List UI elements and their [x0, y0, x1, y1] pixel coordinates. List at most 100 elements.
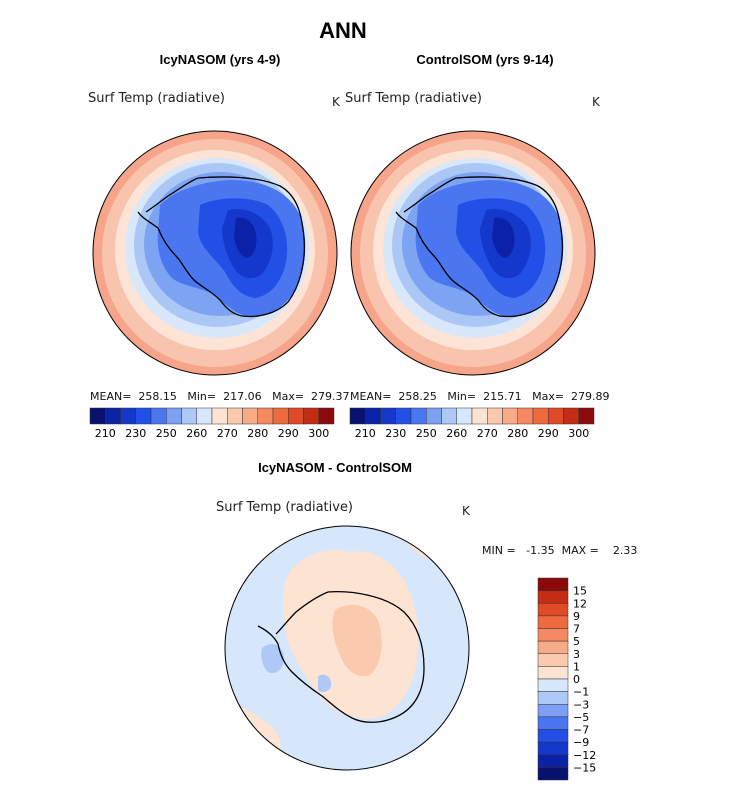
colorbar-tick-label: 3: [573, 648, 580, 661]
colorbar-tick-label: 270: [217, 427, 238, 440]
colorbar-swatch: [537, 666, 569, 680]
colorbar-tick-label: 300: [568, 427, 589, 440]
coastline: [137, 176, 306, 318]
colorbar-swatch: [537, 653, 569, 667]
colorbar-swatch: [537, 767, 569, 781]
colorbar-swatch: [150, 407, 167, 425]
coastline: [395, 176, 564, 318]
colorbar-swatch: [487, 407, 503, 425]
colorbar-tick-label: 5: [573, 635, 580, 648]
colorbar-swatch: [288, 407, 304, 425]
continent-coldest: [234, 217, 257, 258]
panel2-stats: MEAN= 258.25 Min= 215.71 Max= 279.89: [350, 390, 610, 403]
colorbar-swatch: [502, 407, 518, 425]
colorbar-swatch: [135, 407, 152, 425]
colorbar-swatch: [242, 407, 258, 425]
colorbar-swatch: [517, 407, 534, 425]
colorbar-tick-label: 210: [95, 427, 116, 440]
colorbar-swatch: [410, 407, 427, 425]
colorbar-swatch: [257, 407, 274, 425]
colorbar-tick-label: 12: [573, 597, 587, 610]
panel1-stats: MEAN= 258.15 Min= 217.06 Max= 279.37: [90, 390, 350, 403]
colorbar-swatch: [537, 640, 569, 654]
colorbar-tick-label: −12: [573, 749, 596, 762]
colorbar-swatch: [318, 407, 335, 425]
colorbar-tick-label: 250: [156, 427, 177, 440]
panel1-colorbar: 210 230 250 260 270 280 290 300: [89, 407, 335, 440]
cool-patch: [261, 644, 285, 674]
colorbar-swatch: [303, 407, 319, 425]
colorbar-swatch: [395, 407, 412, 425]
colorbar-swatch: [349, 407, 366, 425]
colorbar-tick-label: 0: [573, 673, 580, 686]
colorbar-swatch: [548, 407, 564, 425]
colorbar-tick-label: 7: [573, 623, 580, 636]
colorbar-tick-label: −3: [573, 698, 589, 711]
colorbar-swatch: [537, 704, 569, 718]
colorbar-tick-label: 260: [186, 427, 207, 440]
colorbar-swatch: [537, 590, 569, 604]
colorbar-tick-label: 9: [573, 610, 580, 623]
colorbar-tick-label: 250: [416, 427, 437, 440]
colorbar-swatch: [166, 407, 182, 425]
cool-patch: [318, 674, 332, 693]
panel1-map: [92, 130, 338, 376]
panel1-subtitle: IcyNASOM (yrs 4-9): [159, 52, 281, 67]
colorbar-tick-label: 280: [507, 427, 528, 440]
colorbar-swatch: [181, 407, 197, 425]
colorbar-swatch: [426, 407, 442, 425]
colorbar-swatch: [89, 407, 106, 425]
colorbar-tick-label: 280: [247, 427, 268, 440]
colorbar-tick-label: −1: [573, 686, 589, 699]
colorbar-swatch: [380, 407, 396, 425]
panel3-variable-label: Surf Temp (radiative): [216, 500, 354, 515]
colorbar-tick-label: 230: [125, 427, 146, 440]
colorbar-swatch: [578, 407, 595, 425]
colorbar-tick-label: −7: [573, 724, 589, 737]
colorbar-swatch: [272, 407, 289, 425]
warm-core: [332, 604, 382, 677]
colorbar-tick-label: 260: [446, 427, 467, 440]
colorbar-swatch: [537, 577, 569, 591]
panel1-units: K: [332, 95, 340, 109]
colorbar-swatch: [120, 407, 136, 425]
colorbar-swatch: [471, 407, 488, 425]
panel2-variable-label: Surf Temp (radiative): [345, 91, 483, 106]
map-boundary: [92, 130, 338, 376]
colorbar-tick-label: 290: [538, 427, 559, 440]
panel2-map: [350, 130, 596, 376]
panel3-map: [224, 525, 470, 771]
colorbar-swatch: [537, 729, 569, 743]
coastline: [257, 590, 425, 723]
panel2-subtitle: ControlSOM (yrs 9-14): [416, 52, 554, 67]
figure-title: ANN: [319, 18, 367, 43]
colorbar-swatch: [537, 754, 569, 768]
panel3-stats: MIN = -1.35 MAX = 2.33: [482, 544, 638, 557]
colorbar-swatch: [227, 407, 243, 425]
panel2-colorbar: 210 230 250 260 270 280 290 300: [349, 407, 595, 440]
colorbar-swatch: [532, 407, 549, 425]
colorbar-tick-label: 230: [385, 427, 406, 440]
colorbar-tick-label: −9: [573, 736, 589, 749]
colorbar-swatch: [211, 407, 228, 425]
colorbar-swatch: [456, 407, 473, 425]
colorbar-tick-label: 210: [355, 427, 376, 440]
map-boundary: [350, 130, 596, 376]
colorbar-tick-label: 270: [477, 427, 498, 440]
colorbar-swatch: [537, 678, 569, 692]
colorbar-tick-label: −15: [573, 761, 596, 774]
colorbar-tick-label: 300: [308, 427, 329, 440]
panel3-units: K: [462, 504, 470, 518]
colorbar-swatch: [537, 615, 569, 629]
colorbar-swatch: [537, 741, 569, 755]
colorbar-tick-label: 290: [278, 427, 299, 440]
colorbar-swatch: [441, 407, 457, 425]
colorbar-tick-label: 1: [573, 660, 580, 673]
colorbar-swatch: [563, 407, 579, 425]
panel3-subtitle: IcyNASOM - ControlSOM: [258, 460, 412, 475]
colorbar-tick-label: 15: [573, 585, 587, 598]
colorbar-tick-label: −5: [573, 711, 589, 724]
continent-coldest: [492, 217, 515, 258]
